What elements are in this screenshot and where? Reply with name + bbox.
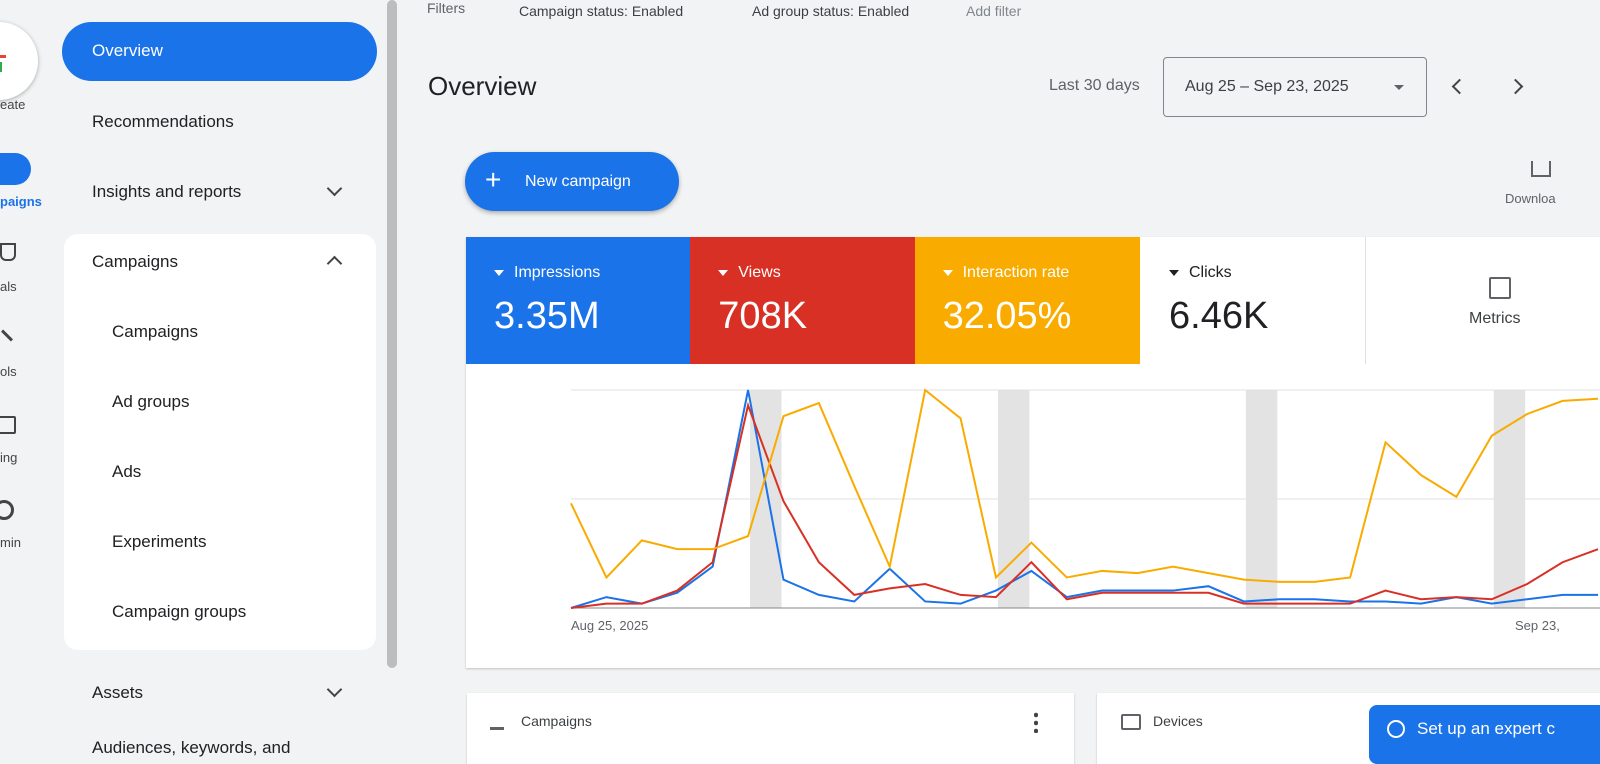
nav-active[interactable] xyxy=(62,22,377,81)
metrics-button[interactable]: Metrics xyxy=(1469,310,1521,327)
more-menu[interactable] xyxy=(1034,711,1038,733)
rail-label[interactable]: ols xyxy=(0,364,17,379)
devices-icon xyxy=(1121,714,1141,730)
scorecard-name: Interaction rate xyxy=(942,264,1070,282)
scorecard-label: Impressions xyxy=(514,264,601,281)
scorecard-total: 32.05% xyxy=(942,295,1072,337)
filters-label: Filters xyxy=(427,0,466,16)
create-button[interactable] xyxy=(0,22,38,100)
rail-label[interactable]: ing xyxy=(0,450,18,465)
scorecard[interactable]: Clicks 6.46K xyxy=(1139,237,1366,364)
nav-sub-item[interactable]: Campaign groups xyxy=(112,602,247,621)
date-range: Aug 25 – Sep 23, 2025 xyxy=(1185,78,1349,95)
range-label: Last 30 days xyxy=(1049,77,1140,94)
scorecard[interactable]: Views 708K xyxy=(690,237,916,364)
scorecard-name: Views xyxy=(718,264,781,282)
rail-label[interactable]: als xyxy=(0,279,17,294)
nav-item[interactable]: Campaigns xyxy=(92,252,178,271)
rail-icon xyxy=(0,416,16,434)
nav-sub-item[interactable]: Experiments xyxy=(112,532,207,551)
nav-sub-item[interactable]: Ad groups xyxy=(112,392,190,411)
rail-icon xyxy=(0,329,14,342)
download-icon[interactable] xyxy=(1531,161,1551,177)
scorecard-total: 708K xyxy=(718,295,808,337)
scorecard[interactable]: Interaction rate 32.05% xyxy=(914,237,1140,364)
scrollbar[interactable] xyxy=(387,0,397,668)
support-icon xyxy=(1387,720,1405,738)
x-tick-label: Aug 25, 2025 xyxy=(571,618,648,633)
chevron-down[interactable] xyxy=(326,681,343,698)
series-line xyxy=(570,389,1598,609)
scorecard-label: Clicks xyxy=(1189,264,1232,281)
chart: Aug 25, 2025 Sep 23, xyxy=(570,388,1600,633)
scorecard-total: 3.35M xyxy=(494,295,600,337)
nav-item[interactable]: Audiences, keywords, and xyxy=(92,738,291,757)
series-line xyxy=(570,401,1599,609)
chevron-down[interactable] xyxy=(326,180,343,197)
scorecard[interactable]: Impressions 3.35M xyxy=(466,237,691,364)
prev-button[interactable] xyxy=(1451,78,1468,95)
series-line xyxy=(570,388,1599,583)
rail-icon xyxy=(0,500,14,520)
nav-item[interactable]: Overview xyxy=(92,41,163,60)
nav-sub-item[interactable]: Ads xyxy=(112,462,142,481)
rail-icon xyxy=(0,243,16,261)
add-filter[interactable]: Add filter xyxy=(966,3,1022,19)
nav-sub-item[interactable]: Campaigns xyxy=(112,322,198,341)
card-title: Devices xyxy=(1153,713,1203,729)
scorecard-name: Impressions xyxy=(494,264,600,282)
next-button[interactable] xyxy=(1507,78,1524,95)
filter-chip[interactable]: Campaign status: Enabled xyxy=(519,3,684,19)
nav-group xyxy=(64,234,376,650)
expert-button[interactable]: Set up an expert c xyxy=(1369,705,1600,764)
new-campaign-button[interactable]: + New campaign xyxy=(465,152,679,211)
scorecard-label: Interaction rate xyxy=(962,264,1070,281)
x-tick-label: Sep 23, xyxy=(1515,618,1560,633)
scorecard-label: Views xyxy=(738,264,781,281)
nav-item[interactable]: Assets xyxy=(92,683,144,702)
dropdown-arrow xyxy=(1394,85,1404,90)
expert-label: Set up an expert c xyxy=(1417,719,1555,738)
metrics-icon[interactable] xyxy=(1489,277,1511,299)
rail-active[interactable] xyxy=(0,153,31,185)
bar-icon xyxy=(490,713,504,730)
filter-chip[interactable]: Ad group status: Enabled xyxy=(752,3,910,19)
plus-icon xyxy=(0,55,6,58)
rail-label[interactable]: eate xyxy=(0,97,26,112)
rail-label[interactable]: paigns xyxy=(0,194,42,209)
scorecard-total: 6.46K xyxy=(1169,295,1269,337)
rail-label[interactable]: min xyxy=(0,535,21,550)
scorecard-name: Clicks xyxy=(1169,264,1232,282)
download-label[interactable]: Downloa xyxy=(1505,191,1556,206)
plus-icon: + xyxy=(485,164,502,195)
nav-item[interactable]: Insights and reports xyxy=(92,182,242,201)
nav-item[interactable]: Recommendations xyxy=(92,112,234,131)
card-title: Campaigns xyxy=(521,713,592,729)
page-title: Overview xyxy=(428,71,537,101)
date-picker[interactable]: Aug 25 – Sep 23, 2025 xyxy=(1163,57,1427,117)
campaigns-card: Campaigns xyxy=(467,693,1074,764)
plus-icon xyxy=(0,62,2,72)
button-label: New campaign xyxy=(525,173,631,190)
